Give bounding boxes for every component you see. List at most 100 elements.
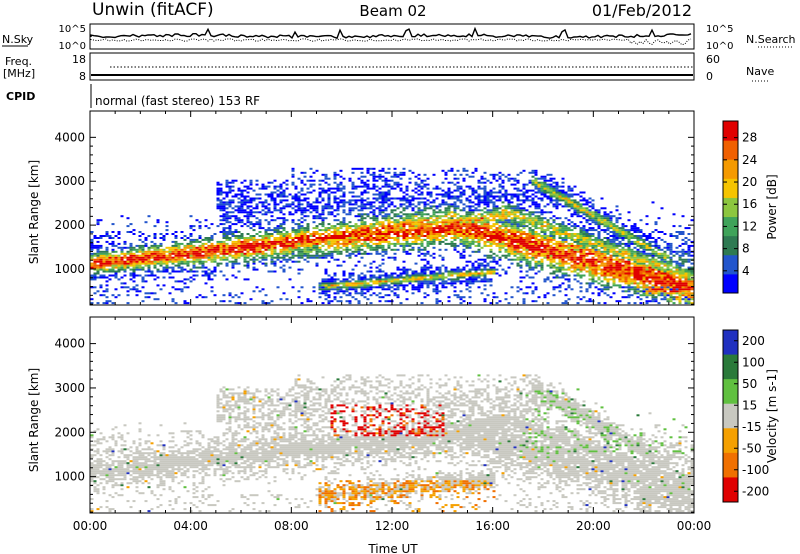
- heatmap-cell: [339, 175, 343, 178]
- heatmap-cell: [279, 252, 283, 255]
- heatmap-cell: [588, 217, 592, 220]
- heatmap-cell: [525, 189, 529, 192]
- heatmap-cell: [288, 240, 292, 243]
- heatmap-cell: [252, 246, 256, 249]
- heatmap-cell: [396, 296, 400, 299]
- heatmap-cell: [561, 205, 565, 208]
- heatmap-cell: [573, 238, 577, 241]
- heatmap-cell: [399, 183, 403, 186]
- heatmap-cell: [324, 292, 328, 295]
- heatmap-cell: [219, 250, 223, 253]
- heatmap-cell: [336, 187, 340, 190]
- heatmap-cell: [117, 237, 121, 239]
- heatmap-cell: [567, 254, 571, 257]
- heatmap-cell: [555, 242, 559, 245]
- heatmap-cell: [531, 240, 535, 243]
- heatmap-cell: [168, 250, 172, 253]
- heatmap-cell: [90, 302, 94, 305]
- heatmap-cell: [120, 215, 124, 218]
- heatmap-cell: [510, 246, 514, 249]
- heatmap-cell: [411, 274, 415, 277]
- heatmap-cell: [579, 246, 583, 249]
- heatmap-cell: [435, 235, 439, 237]
- heatmap-cell: [291, 201, 295, 204]
- heatmap-cell: [597, 252, 601, 255]
- heatmap-cell: [555, 217, 559, 220]
- heatmap-cell: [240, 211, 244, 214]
- heatmap-cell: [462, 167, 466, 170]
- heatmap-cell: [432, 221, 436, 224]
- heatmap-cell: [567, 227, 571, 230]
- heatmap-cell: [531, 199, 535, 202]
- heatmap-cell: [492, 252, 496, 255]
- heatmap-cell: [525, 213, 529, 216]
- heatmap-cell: [129, 223, 133, 226]
- heatmap-cell: [516, 209, 520, 212]
- heatmap-cell: [453, 282, 457, 285]
- heatmap-cell: [453, 233, 457, 235]
- heatmap-cell: [555, 201, 559, 204]
- heatmap-cell: [318, 238, 322, 241]
- heatmap-cell: [471, 189, 475, 192]
- heatmap-cell: [258, 221, 262, 224]
- heatmap-cell: [459, 280, 463, 283]
- heatmap-cell: [348, 203, 352, 206]
- heatmap-cell: [492, 270, 496, 273]
- heatmap-cell: [396, 233, 400, 235]
- heatmap-cell: [321, 302, 325, 305]
- heatmap-cell: [129, 262, 133, 265]
- heatmap-cell: [453, 244, 457, 247]
- heatmap-cell: [582, 252, 586, 255]
- heatmap-cell: [381, 191, 385, 194]
- heatmap-cell: [291, 219, 295, 222]
- heatmap-cell: [228, 246, 232, 249]
- heatmap-cell: [420, 223, 424, 226]
- heatmap-cell: [222, 229, 226, 232]
- heatmap-cell: [330, 276, 334, 279]
- heatmap-cell: [450, 237, 454, 239]
- heatmap-cell: [450, 240, 454, 243]
- heatmap-cell: [90, 278, 94, 281]
- heatmap-cell: [240, 201, 244, 204]
- noise-left-tick-top: 10^5: [59, 24, 86, 35]
- heatmap-cell: [252, 268, 256, 271]
- heatmap-cell: [171, 258, 175, 261]
- heatmap-cell: [375, 227, 379, 230]
- heatmap-cell: [318, 195, 322, 198]
- heatmap-cell: [501, 209, 505, 212]
- heatmap-cell: [321, 219, 325, 222]
- heatmap-cell: [195, 219, 199, 222]
- heatmap-cell: [579, 260, 583, 263]
- heatmap-cell: [582, 207, 586, 210]
- heatmap-cell: [591, 260, 595, 263]
- heatmap-cell: [534, 286, 538, 289]
- heatmap-cell: [579, 209, 583, 212]
- heatmap-cell: [405, 280, 409, 283]
- heatmap-cell: [456, 187, 460, 190]
- heatmap-cell: [486, 201, 490, 204]
- heatmap-cell: [330, 205, 334, 208]
- heatmap-cell: [564, 260, 568, 263]
- heatmap-cell: [273, 209, 277, 212]
- heatmap-cell: [162, 276, 166, 279]
- heatmap-cell: [159, 262, 163, 265]
- heatmap-cell: [99, 266, 103, 269]
- heatmap-cell: [486, 254, 490, 257]
- heatmap-cell: [591, 252, 595, 255]
- heatmap-cell: [96, 246, 100, 249]
- heatmap-cell: [345, 290, 349, 293]
- heatmap-cell: [495, 173, 499, 176]
- heatmap-cell: [231, 264, 235, 267]
- heatmap-cell: [489, 233, 493, 235]
- heatmap-cell: [225, 237, 229, 239]
- heatmap-cell: [492, 233, 496, 235]
- heatmap-cell: [288, 235, 292, 237]
- heatmap-cell: [411, 221, 415, 224]
- heatmap-cell: [384, 183, 388, 186]
- heatmap-cell: [99, 264, 103, 267]
- heatmap-cell: [432, 219, 436, 222]
- heatmap-cell: [390, 175, 394, 178]
- heatmap-cell: [546, 254, 550, 257]
- heatmap-cell: [597, 223, 601, 226]
- heatmap-cell: [522, 209, 526, 212]
